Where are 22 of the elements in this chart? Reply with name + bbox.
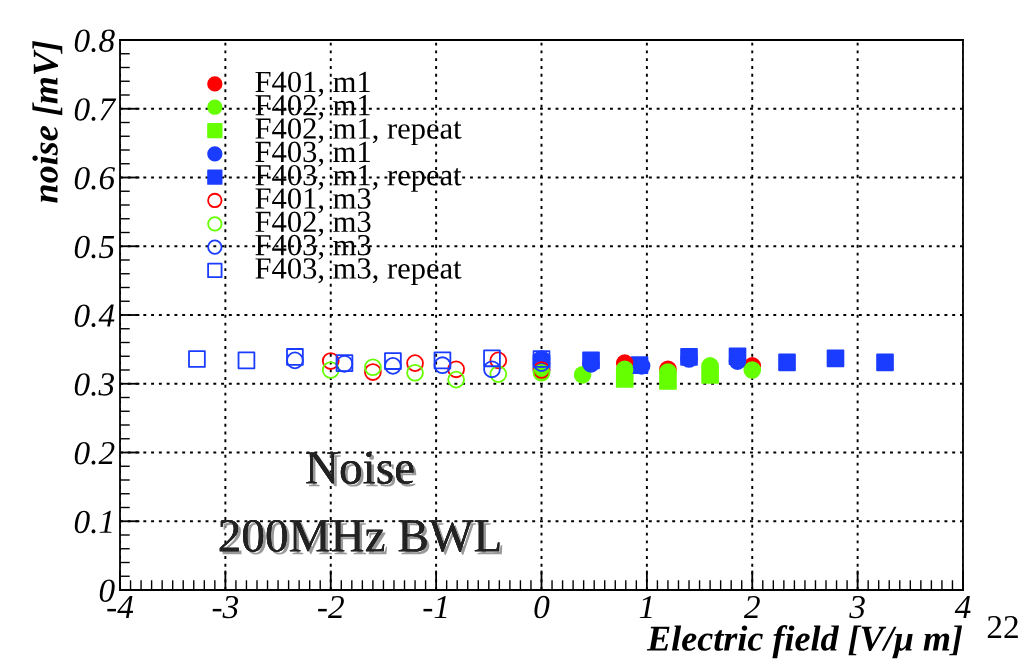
y-tick-label: 0.7 xyxy=(74,98,117,121)
y-tick-label: 0.5 xyxy=(74,235,115,259)
legend-label: F403, m3, repeat xyxy=(255,258,462,285)
x-axis-title: Electric field [V/μ m] xyxy=(646,625,963,659)
y-tick-label: 0.6 xyxy=(74,166,115,190)
x-tick-label: 1 xyxy=(639,595,652,618)
y-axis-title: noise [mV] xyxy=(32,40,63,203)
annotation: Noise xyxy=(306,452,417,487)
x-tick-label: 0 xyxy=(534,595,550,619)
y-tick-label: 0.8 xyxy=(74,29,115,53)
y-tick-label: 0.4 xyxy=(74,304,115,328)
y-tick-label: 0.3 xyxy=(74,373,114,396)
y-tick-label: 0.1 xyxy=(74,510,112,534)
annotation: 200MHz BWL xyxy=(219,519,503,555)
y-tick-label: 0.2 xyxy=(74,441,115,465)
text: 22 xyxy=(987,615,1018,639)
x-tick-label: 3 xyxy=(849,595,865,619)
x-tick-label: 2 xyxy=(743,595,760,618)
x-tick-label: -2 xyxy=(318,595,344,618)
x-tick-label: -1 xyxy=(423,595,447,618)
x-tick-label: 4 xyxy=(954,596,971,618)
x-tick-label: -3 xyxy=(212,595,239,619)
